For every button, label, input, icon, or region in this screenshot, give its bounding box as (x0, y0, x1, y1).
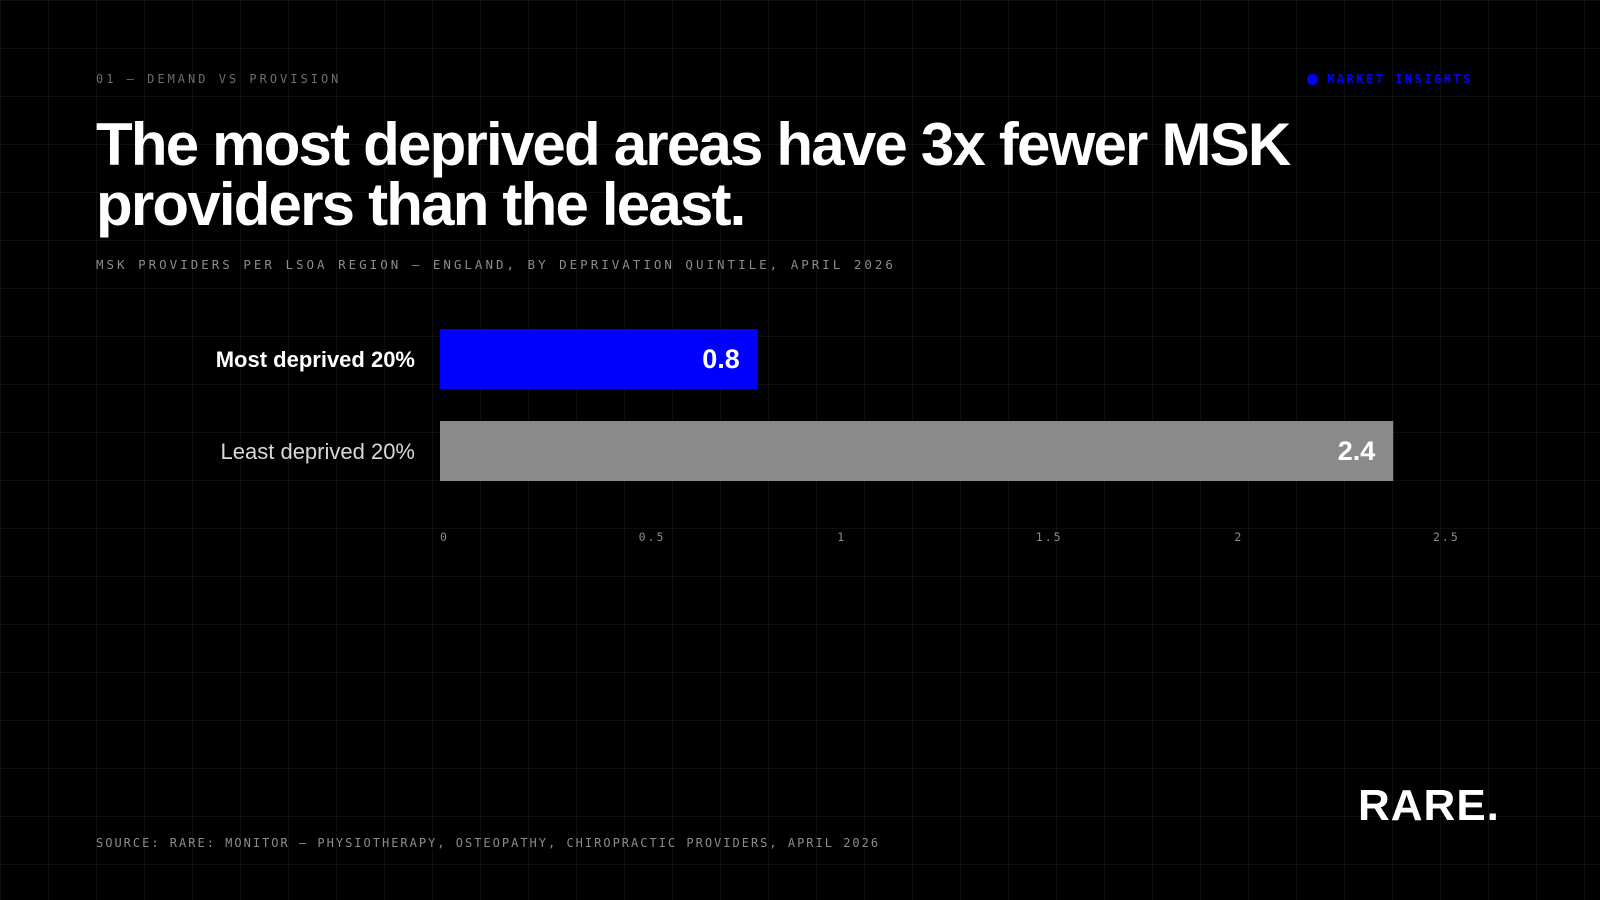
bar-value-label: 0.8 (702, 344, 740, 374)
brand-logo: RARE. (1358, 781, 1500, 830)
tag-label: MARKET INSIGHTS (1327, 72, 1473, 86)
headline: The most deprived areas have 3x fewer MS… (96, 111, 1291, 238)
market-insights-tag: MARKET INSIGHTS (1307, 72, 1473, 86)
x-tick-label: 0.5 (639, 530, 666, 544)
category-label: Most deprived 20% (216, 347, 415, 372)
chart-title: MSK PROVIDERS PER LSOA REGION — ENGLAND,… (96, 257, 896, 272)
x-tick-label: 2 (1234, 530, 1243, 544)
category-label: Least deprived 20% (221, 439, 415, 464)
bar (440, 329, 758, 389)
bar (440, 421, 1394, 481)
bar-value-label: 2.4 (1338, 436, 1376, 466)
x-tick-label: 1 (837, 530, 846, 544)
dot-icon (1307, 73, 1319, 85)
source-note: SOURCE: RARE: MONITOR — PHYSIOTHERAPY, O… (96, 836, 881, 850)
section-eyebrow: 01 — DEMAND VS PROVISION (96, 72, 342, 86)
x-tick-label: 2.5 (1433, 530, 1460, 544)
x-tick-label: 1.5 (1036, 530, 1063, 544)
x-tick-label: 0 (440, 530, 449, 544)
